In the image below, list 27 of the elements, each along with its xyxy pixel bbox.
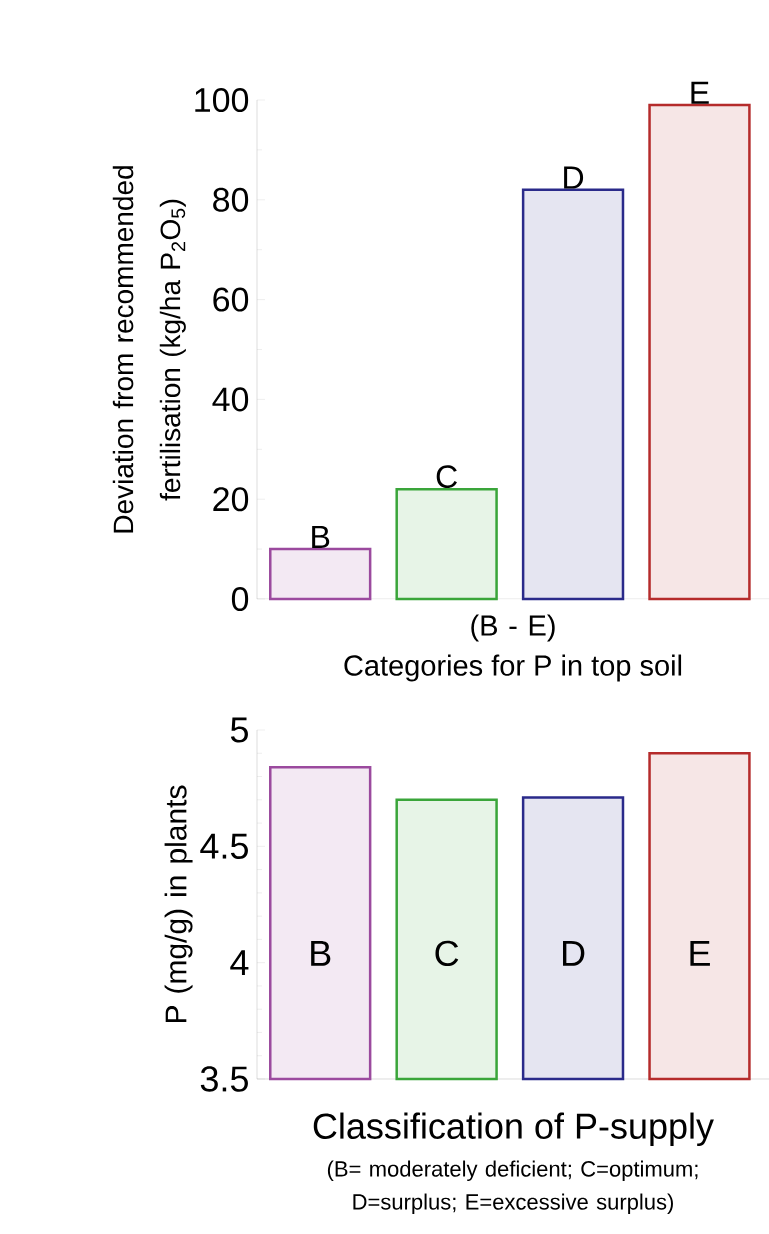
x-tick-label: B [311, 940, 331, 966]
x-tick-label: D [564, 166, 583, 189]
x-tick-label: C [435, 940, 459, 967]
x-tick-label: D [562, 940, 585, 966]
x-tick-label: C [436, 465, 457, 489]
text: (B= moderately deficient; C=optimum; D=surplus; E=excessive surplus) [327, 1160, 698, 1215]
y-tick-label: 80 [213, 187, 249, 212]
y-tick-label: 40 [212, 387, 249, 412]
x-tick-label: E [690, 940, 710, 966]
x-tick-label: E [691, 81, 709, 104]
y-tick-label: 100 [195, 87, 249, 113]
y-tick-label: 3.5 [200, 1066, 248, 1092]
text: (B - E) [471, 614, 555, 642]
x-axis-title: Classification of P-supply [313, 1112, 714, 1147]
y-axis-title: P (mg/g) in plants [164, 785, 193, 1023]
y-tick-label: 0 [231, 586, 249, 612]
x-axis-title: Categories for P in top soil [344, 654, 681, 682]
bar [521, 188, 625, 601]
y-tick-label: 5 [230, 717, 248, 743]
bar [268, 547, 372, 601]
y-tick-label: 20 [213, 487, 249, 512]
bar [395, 487, 498, 601]
x-tick-label: B [312, 525, 330, 548]
y-tick-label: 60 [213, 287, 249, 312]
y-tick-label: 4.5 [200, 833, 248, 859]
bar [648, 103, 751, 601]
y-tick-label: 4 [230, 950, 249, 976]
